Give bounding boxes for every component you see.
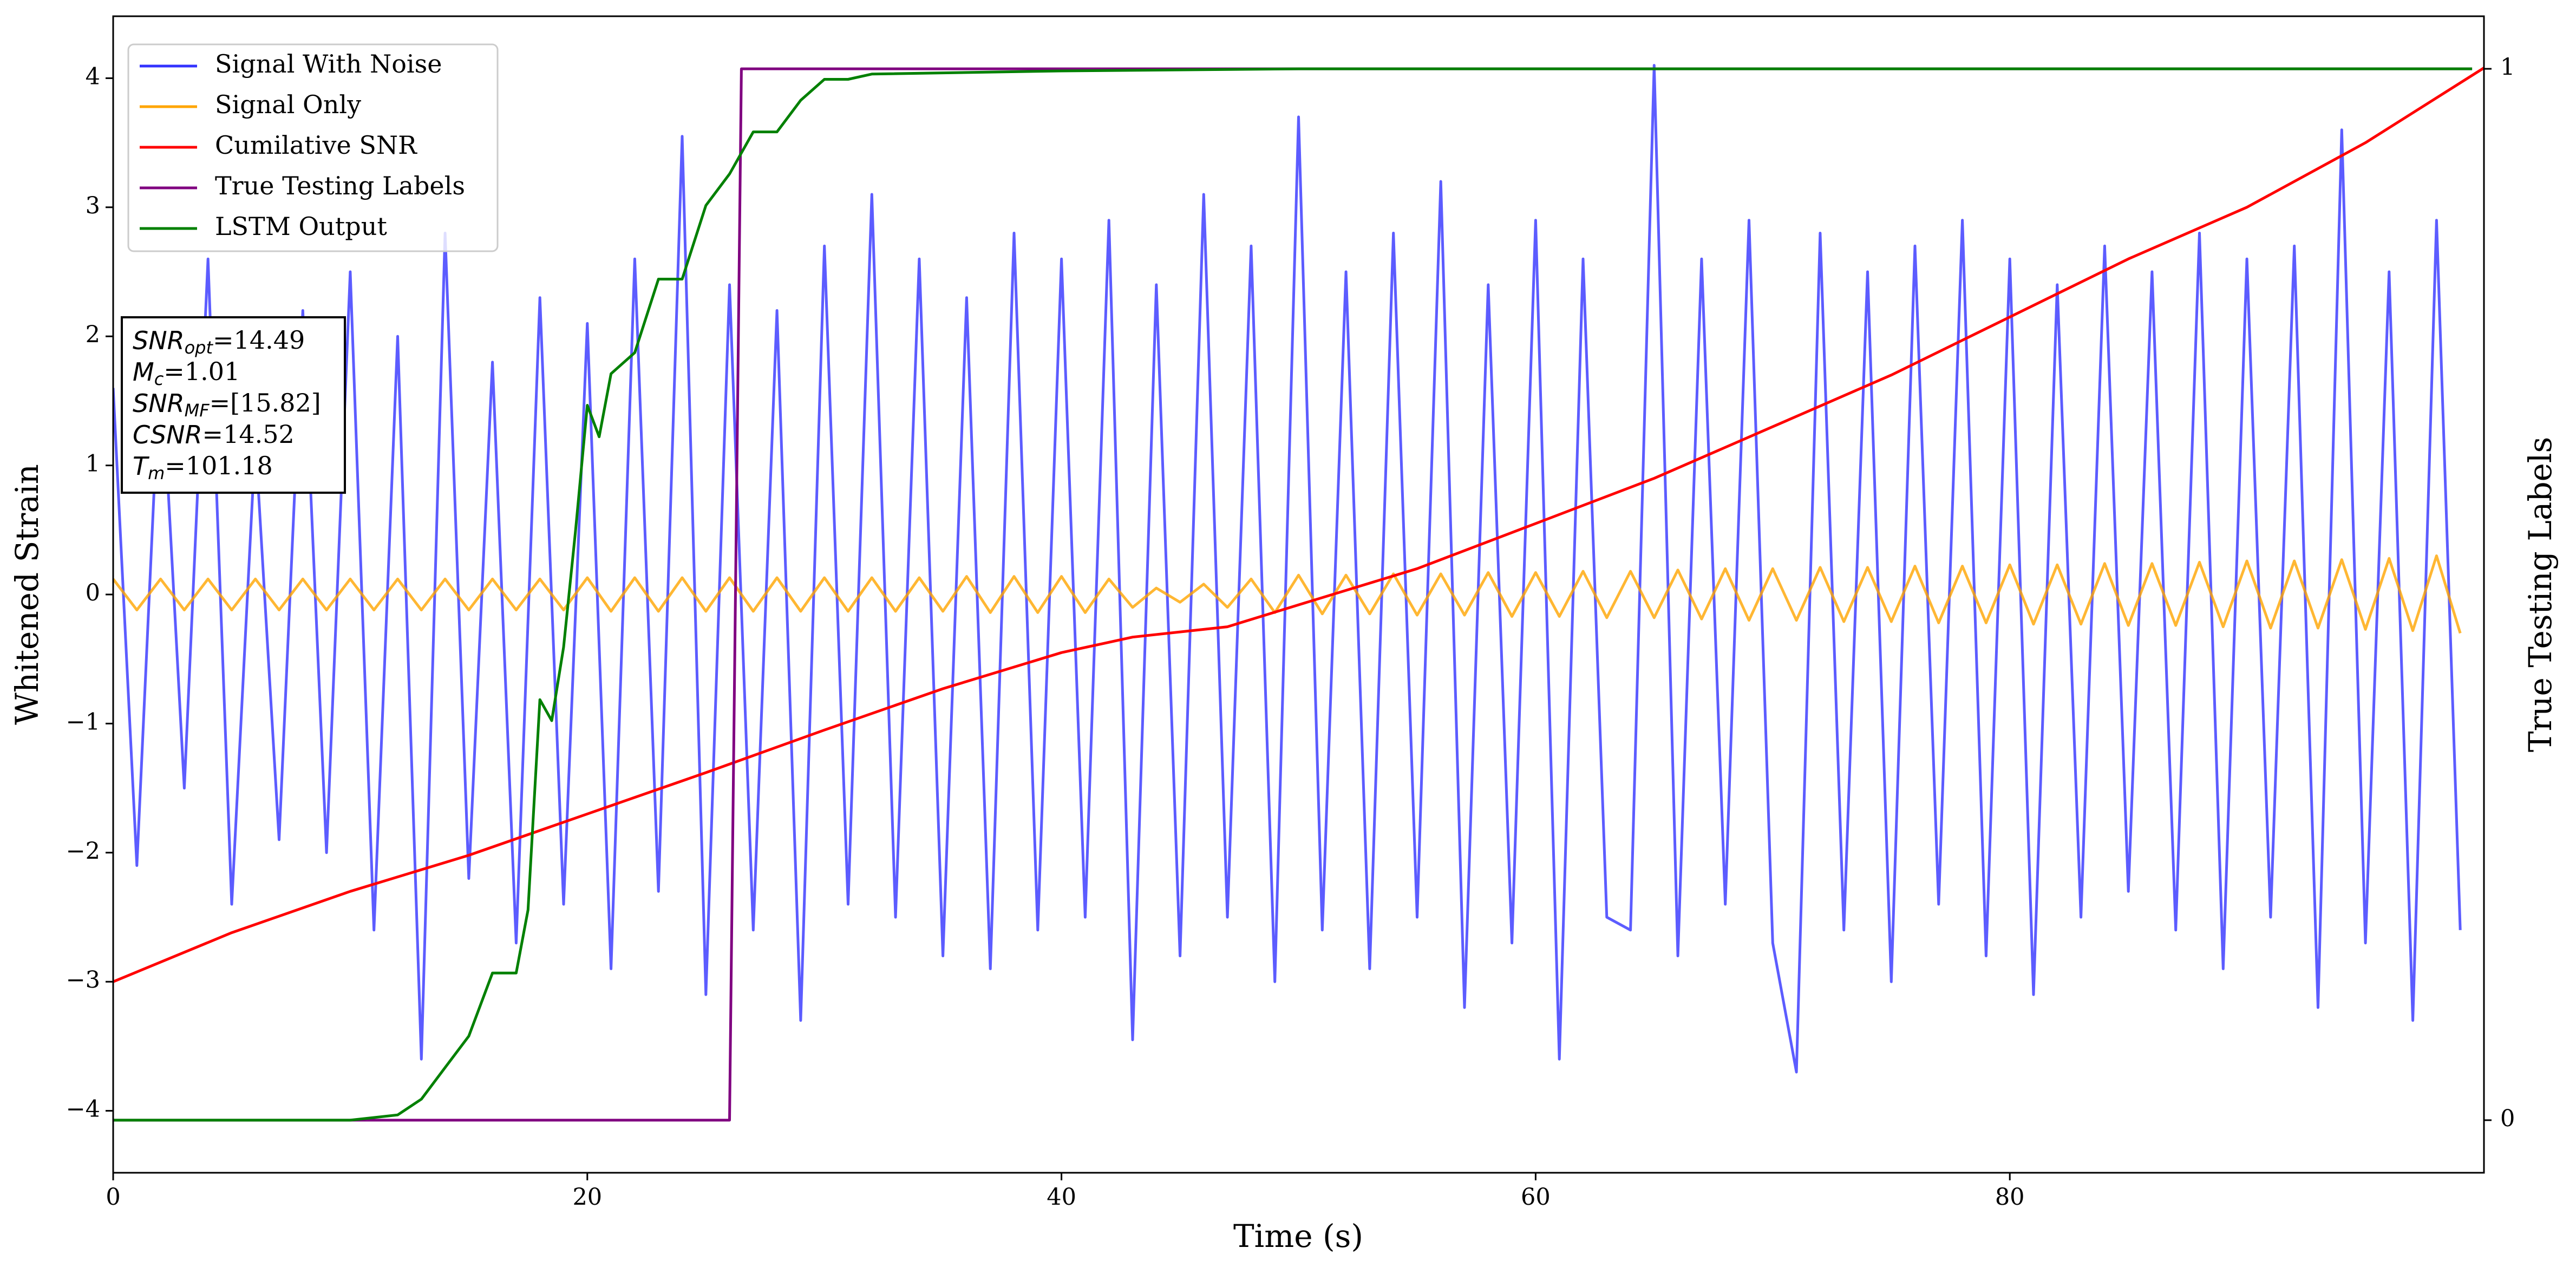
y-tick-label: 2	[86, 321, 100, 348]
y-tick-label: 4	[86, 63, 100, 90]
x-axis-label: Time (s)	[1233, 1218, 1363, 1255]
series-line	[113, 67, 2484, 983]
legend-label: Signal With Noise	[215, 49, 442, 79]
x-tick-label: 60	[1521, 1184, 1551, 1211]
y-tick-label: −2	[66, 838, 100, 865]
annotation-text: =[15.82]	[210, 388, 321, 417]
legend-label: Signal Only	[215, 90, 361, 119]
legend-label: True Testing Labels	[215, 171, 465, 200]
y2-axis-label: True Testing Labels	[2522, 437, 2559, 752]
annotation-text: =14.52	[202, 420, 295, 449]
y-tick-label: −4	[66, 1096, 100, 1123]
subscript: c	[154, 369, 164, 389]
plot-area	[113, 64, 2484, 1122]
series-line	[113, 67, 2473, 1122]
annotation-text: =1.01	[164, 357, 240, 386]
y-axis-label: Whitened Strain	[9, 464, 45, 725]
annotation-text: SNR	[133, 389, 185, 418]
annotation-text: T	[133, 452, 150, 481]
x-tick-label: 40	[1047, 1184, 1076, 1211]
annotation-box: SNRopt=14.49Mc=1.01SNRMF=[15.82]CSNR=14.…	[121, 316, 346, 494]
annotation-text: =14.49	[213, 325, 305, 355]
x-tick-label: 80	[1995, 1184, 2025, 1211]
legend: Signal With Noise Signal Only Cumilative S…	[127, 43, 499, 252]
annotation-line: Mc=1.01	[133, 357, 240, 389]
series-line	[113, 64, 2462, 1074]
annotation-text: SNR	[133, 326, 185, 355]
y-tick-label: −1	[66, 708, 100, 735]
y-tick-label: 3	[86, 192, 100, 219]
annotation-line: CSNR=14.52	[133, 420, 295, 449]
subscript: m	[148, 463, 165, 484]
x-tick-label: 20	[572, 1184, 602, 1211]
plot-frame	[112, 15, 2485, 1174]
y2-tick-label: 1	[2500, 54, 2515, 81]
annotation-text: =101.18	[165, 451, 273, 480]
legend-box	[127, 43, 499, 252]
legend-label: LSTM Output	[215, 212, 387, 241]
y-tick-label: 1	[86, 450, 100, 478]
annotation-line: SNRMF=[15.82]	[133, 388, 321, 421]
series-line	[113, 554, 2462, 634]
y2-tick-label: 0	[2500, 1105, 2515, 1132]
subscript: MF	[185, 400, 210, 421]
subscript: opt	[185, 337, 214, 358]
annotation-line: Tm=101.18	[133, 451, 273, 484]
legend-label: Cumilative SNR	[215, 130, 417, 160]
annotation-text: M	[133, 357, 154, 387]
x-tick-label: 0	[106, 1184, 120, 1211]
annotation-text: CSNR	[133, 420, 202, 449]
y-tick-label: −3	[66, 966, 100, 994]
y-tick-label: 0	[86, 579, 100, 606]
annotation-frame	[121, 316, 346, 494]
annotation-line: SNRopt=14.49	[133, 325, 305, 358]
